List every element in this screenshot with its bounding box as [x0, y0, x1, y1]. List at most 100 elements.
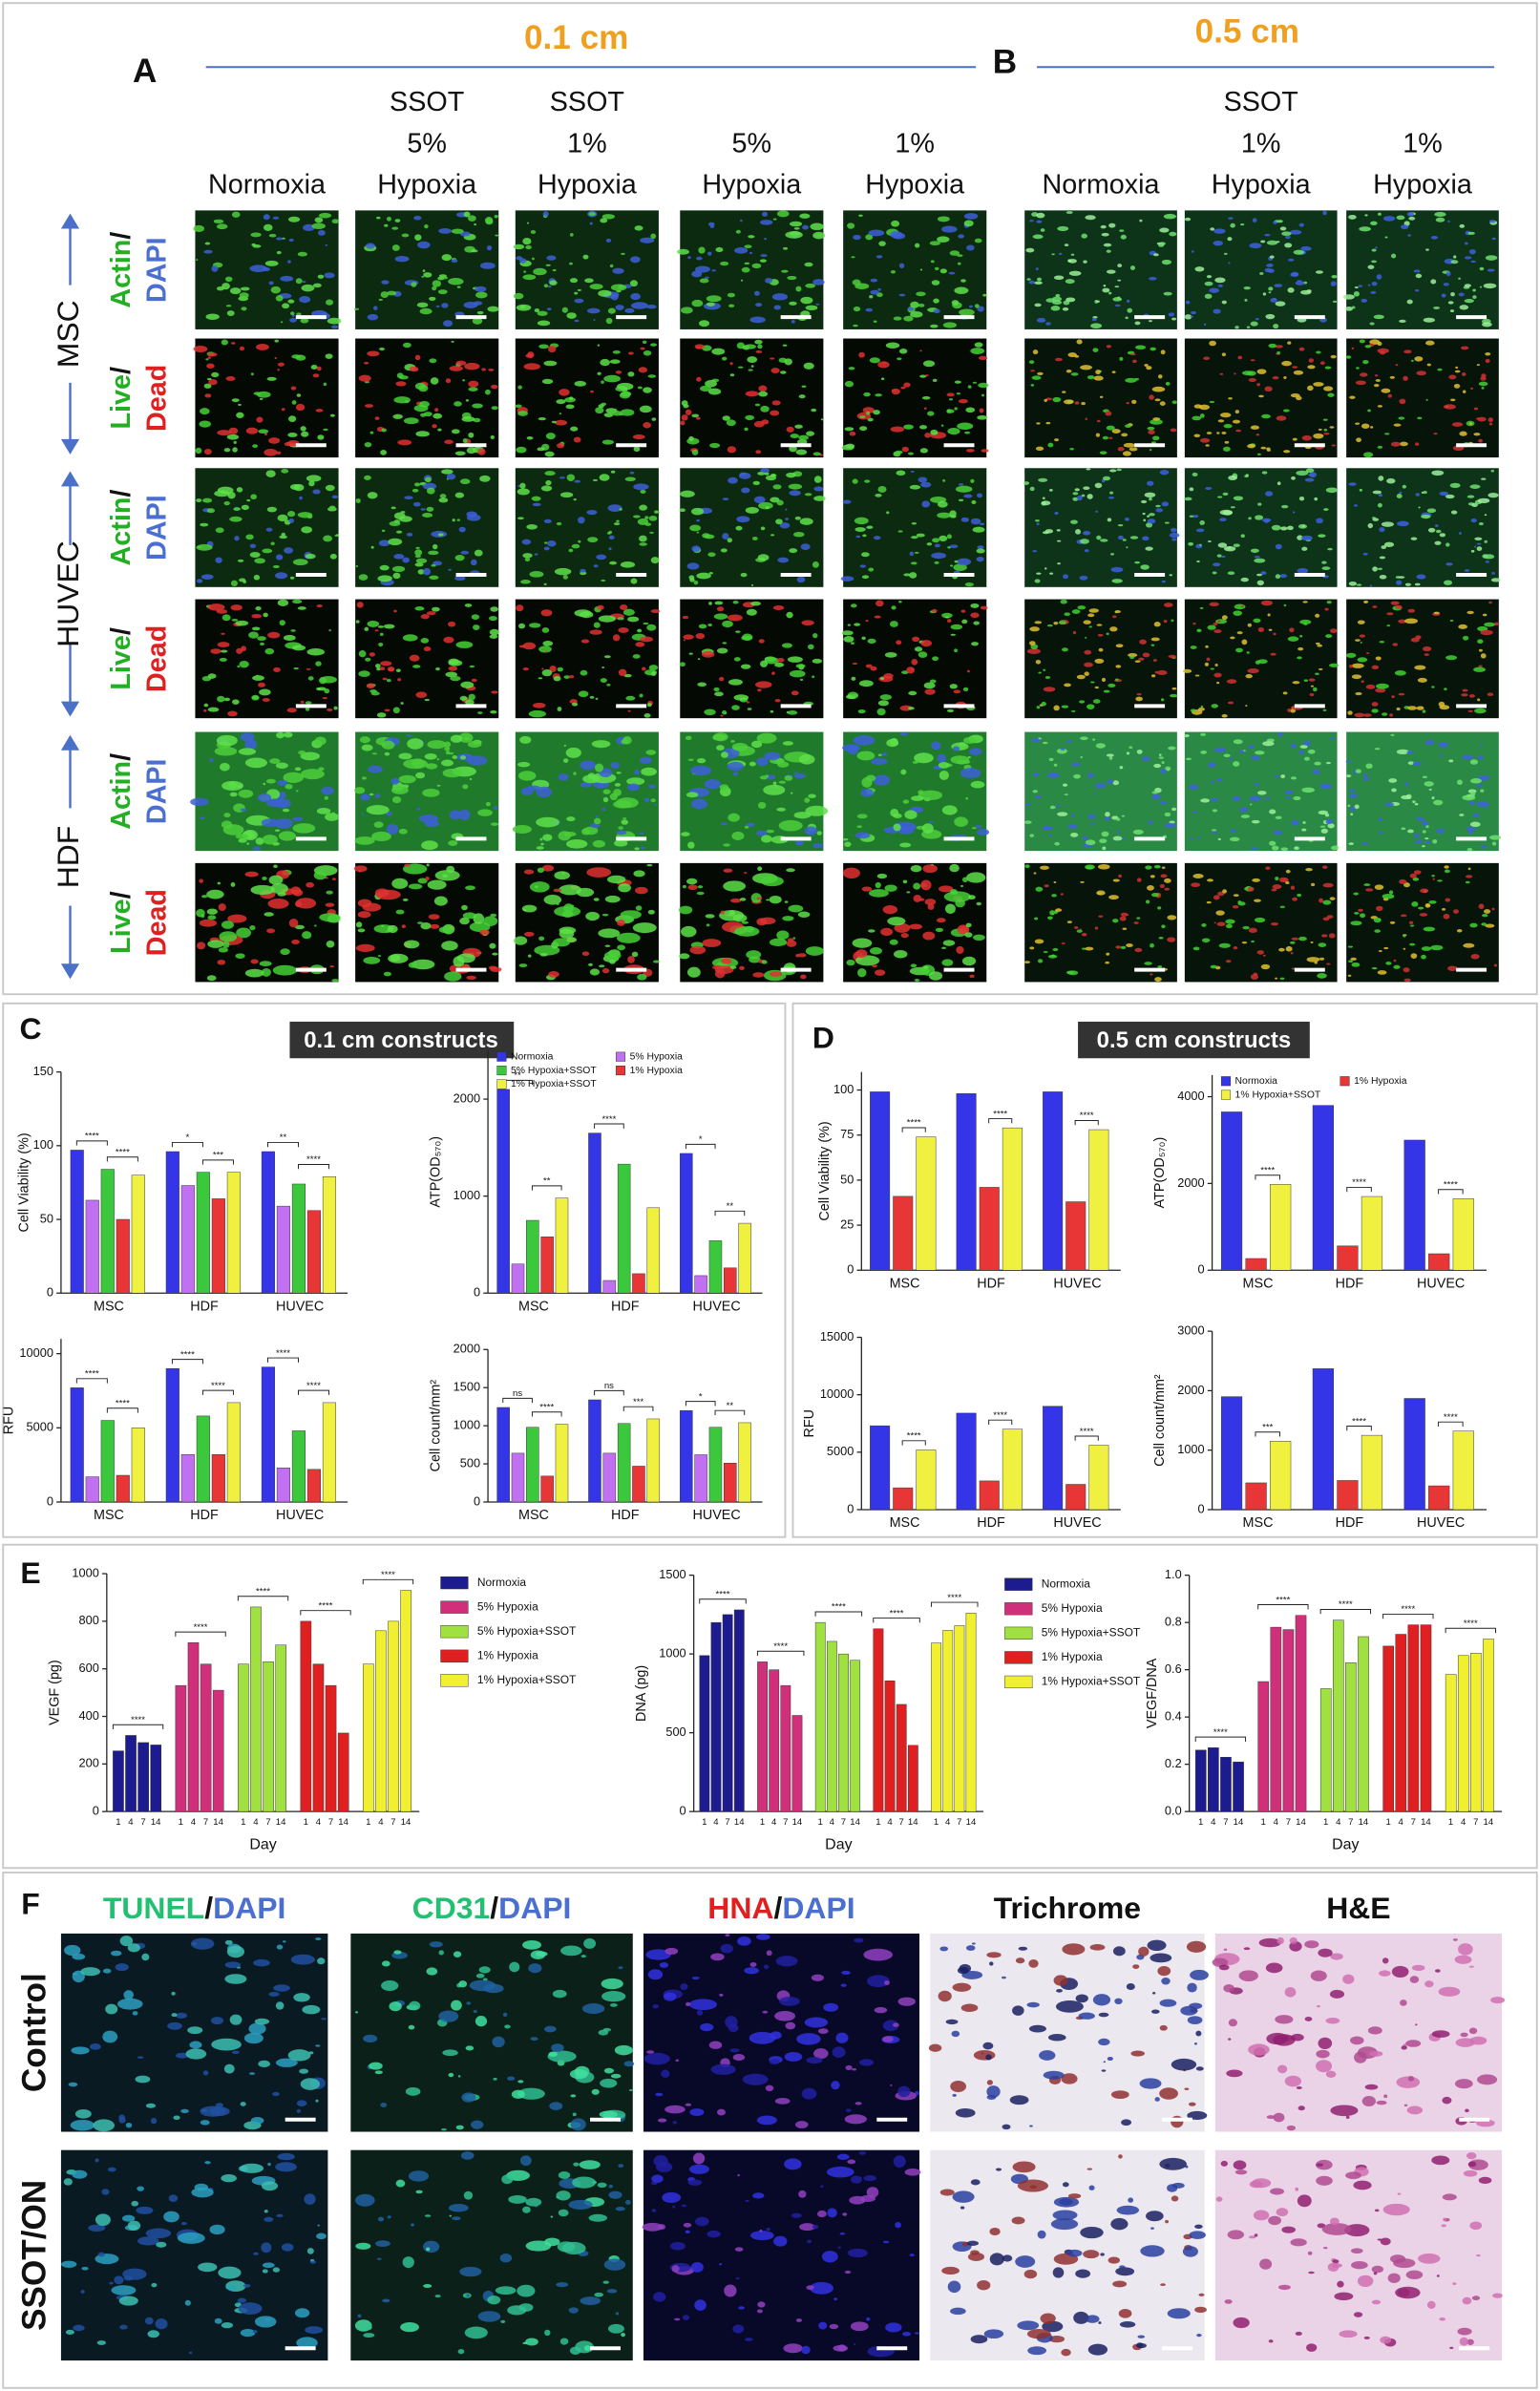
bar [1220, 1396, 1243, 1511]
cell [680, 925, 697, 938]
cell [748, 235, 755, 239]
cell [1382, 2203, 1410, 2216]
cell [419, 307, 432, 315]
cell [1291, 819, 1299, 826]
cell [937, 236, 950, 243]
cell [650, 671, 657, 676]
cell [685, 409, 692, 415]
significance-label: *** [213, 1151, 223, 1161]
cell [1390, 601, 1400, 605]
cell [685, 2103, 692, 2106]
cell [300, 751, 321, 761]
cell [545, 433, 556, 440]
cell [495, 234, 499, 237]
cell [1126, 1983, 1135, 1990]
cell [897, 357, 902, 361]
cell [1351, 674, 1362, 680]
cell [1434, 1969, 1441, 1973]
cell [875, 881, 881, 889]
cell [500, 2319, 506, 2324]
cell [854, 517, 869, 525]
cell [589, 222, 593, 225]
cell [448, 621, 456, 627]
cell [1187, 1982, 1197, 1993]
cell [1411, 1964, 1425, 1971]
column-header: Normoxia [208, 169, 326, 200]
cell [1435, 217, 1445, 222]
significance-bracket [1346, 1426, 1372, 1431]
cell [948, 398, 954, 401]
cell [1187, 2110, 1208, 2121]
cell [302, 281, 306, 284]
cell [875, 969, 886, 976]
cell [458, 1980, 468, 1988]
cell [1255, 751, 1265, 755]
cell [1205, 645, 1209, 648]
cell [425, 476, 432, 483]
cell [1297, 2105, 1305, 2111]
cell [609, 264, 614, 268]
cell [1325, 818, 1334, 825]
significance-label: **** [276, 1348, 290, 1359]
cell [379, 347, 385, 351]
cell [1304, 756, 1310, 761]
cell [774, 2097, 791, 2105]
cell [612, 267, 624, 274]
bar [1043, 1406, 1064, 1511]
cell [1044, 529, 1054, 534]
legend-swatch [615, 1051, 626, 1062]
cell [1163, 291, 1172, 296]
cell [353, 307, 360, 310]
cell [801, 620, 814, 626]
cell [1418, 2253, 1441, 2264]
cell [1421, 946, 1432, 951]
cell [408, 883, 423, 890]
cell [583, 2345, 591, 2352]
cell [589, 695, 595, 699]
cell [1373, 314, 1384, 320]
cell [1171, 619, 1174, 623]
cell [1142, 512, 1146, 516]
cell [1324, 607, 1329, 611]
cell [1308, 2271, 1315, 2275]
cell [329, 505, 336, 509]
cell [894, 922, 911, 933]
significance-label: *** [633, 1397, 643, 1407]
cell [236, 927, 251, 939]
cell [806, 431, 815, 436]
cell [217, 881, 222, 885]
cell [1403, 947, 1406, 950]
cell [554, 871, 570, 880]
cell [960, 517, 970, 522]
cell [882, 905, 898, 915]
cell [603, 2258, 626, 2271]
cell [593, 564, 599, 568]
cell [443, 741, 452, 748]
cell [243, 2283, 251, 2288]
cell [1098, 647, 1104, 652]
cell [1188, 2102, 1196, 2106]
cell [868, 229, 885, 237]
y-tick-label: 1000 [1177, 1442, 1204, 1456]
cell [1287, 341, 1292, 345]
micrograph [843, 599, 987, 719]
cell [1477, 774, 1490, 781]
cell [741, 266, 750, 273]
cell [1164, 878, 1171, 883]
cell [600, 358, 610, 367]
cell [1152, 1991, 1156, 1995]
cell [232, 699, 240, 705]
cell [1271, 524, 1281, 531]
bar [238, 1663, 249, 1812]
cell [461, 416, 475, 422]
cell [429, 296, 436, 301]
cell [540, 609, 553, 617]
cell [919, 374, 927, 378]
stain-part: Live [105, 374, 136, 430]
cell [1077, 495, 1083, 501]
cell [843, 635, 854, 643]
cell [852, 938, 873, 948]
cell [411, 959, 435, 970]
cell [1122, 539, 1127, 541]
cell [582, 254, 589, 260]
